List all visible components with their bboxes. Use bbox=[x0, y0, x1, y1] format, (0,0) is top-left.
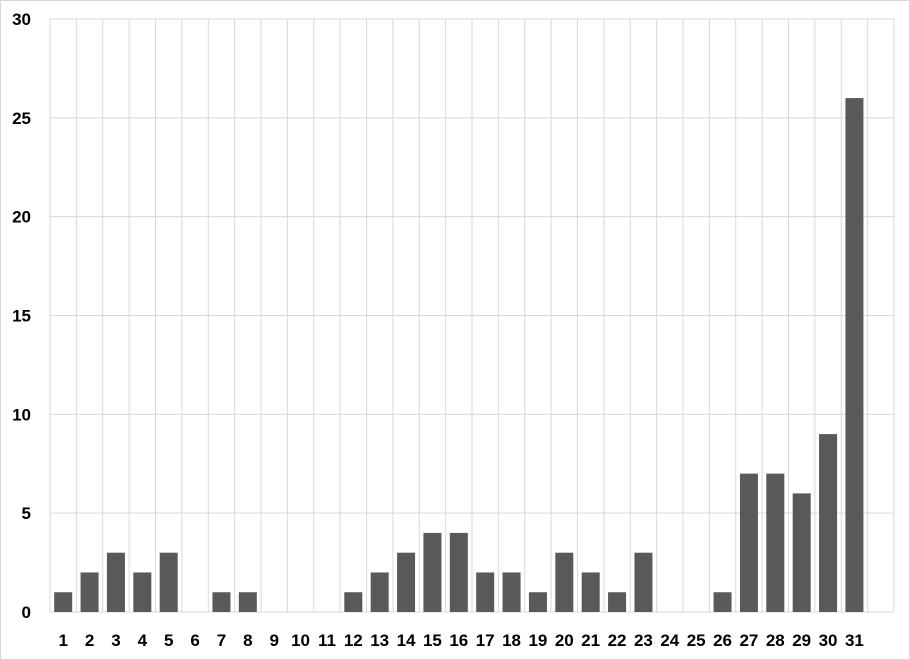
bar-21 bbox=[581, 572, 600, 612]
x-tick-label: 2 bbox=[85, 631, 94, 650]
bar-17 bbox=[476, 572, 495, 612]
bar-13 bbox=[370, 572, 389, 612]
x-tick-label: 11 bbox=[318, 631, 336, 650]
x-tick-label: 20 bbox=[555, 631, 574, 650]
bar-1 bbox=[54, 592, 73, 612]
x-tick-label: 3 bbox=[111, 631, 120, 650]
bar-19 bbox=[528, 592, 547, 612]
bar-8 bbox=[238, 592, 257, 612]
x-tick-label: 5 bbox=[164, 631, 173, 650]
y-tick-label: 10 bbox=[12, 405, 31, 424]
y-tick-label: 0 bbox=[22, 603, 31, 622]
bar-26 bbox=[713, 592, 732, 612]
x-tick-label: 16 bbox=[449, 631, 468, 650]
bar-7 bbox=[212, 592, 231, 612]
y-tick-label: 25 bbox=[12, 109, 31, 128]
x-tick-label: 31 bbox=[845, 631, 864, 650]
bar-28 bbox=[766, 473, 785, 612]
bar-4 bbox=[133, 572, 152, 612]
x-tick-label: 23 bbox=[634, 631, 653, 650]
x-tick-label: 19 bbox=[528, 631, 547, 650]
bar-29 bbox=[792, 493, 811, 612]
bar-3 bbox=[106, 552, 125, 612]
bar-12 bbox=[344, 592, 363, 612]
bar-30 bbox=[819, 434, 838, 612]
x-tick-label: 29 bbox=[792, 631, 811, 650]
x-tick-label: 8 bbox=[243, 631, 252, 650]
y-tick-label: 30 bbox=[12, 10, 31, 29]
x-tick-label: 30 bbox=[819, 631, 838, 650]
x-tick-label: 6 bbox=[190, 631, 199, 650]
y-tick-label: 15 bbox=[12, 307, 31, 326]
x-tick-label: 26 bbox=[713, 631, 732, 650]
bar-27 bbox=[739, 473, 758, 612]
x-tick-label: 13 bbox=[370, 631, 389, 650]
x-tick-label: 22 bbox=[608, 631, 627, 650]
x-tick-label: 25 bbox=[687, 631, 706, 650]
bar-5 bbox=[159, 552, 178, 612]
x-tick-label: 17 bbox=[476, 631, 495, 650]
bar-2 bbox=[80, 572, 99, 612]
x-tick-label: 24 bbox=[660, 631, 679, 650]
bar-31 bbox=[845, 98, 864, 613]
x-tick-label: 1 bbox=[58, 631, 67, 650]
x-tick-label: 7 bbox=[217, 631, 226, 650]
x-tick-label: 14 bbox=[397, 631, 416, 650]
x-tick-label: 4 bbox=[138, 631, 148, 650]
x-tick-label: 9 bbox=[269, 631, 278, 650]
x-tick-label: 15 bbox=[423, 631, 442, 650]
bar-16 bbox=[449, 532, 468, 612]
bar-18 bbox=[502, 572, 521, 612]
x-tick-label: 28 bbox=[766, 631, 785, 650]
x-tick-label: 27 bbox=[739, 631, 758, 650]
bar-14 bbox=[397, 552, 416, 612]
x-tick-label: 10 bbox=[291, 631, 310, 650]
x-tick-label: 12 bbox=[344, 631, 363, 650]
bar-15 bbox=[423, 532, 442, 612]
bar-23 bbox=[634, 552, 653, 612]
bar-20 bbox=[555, 552, 574, 612]
bar-22 bbox=[608, 592, 627, 612]
x-tick-label: 18 bbox=[502, 631, 521, 650]
y-tick-label: 20 bbox=[12, 208, 31, 227]
y-tick-label: 5 bbox=[22, 504, 31, 523]
x-tick-label: 21 bbox=[581, 631, 600, 650]
